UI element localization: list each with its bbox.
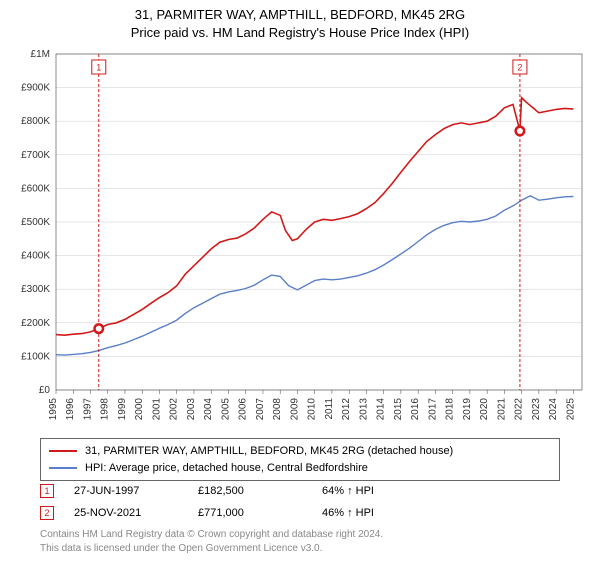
svg-text:2019: 2019 [462,398,473,421]
transaction-price: £182,500 [198,485,290,497]
svg-text:£200K: £200K [21,318,50,329]
svg-text:£900K: £900K [21,83,50,94]
legend-swatch [49,467,77,469]
table-row: 2 25-NOV-2021 £771,000 46% ↑ HPI [40,502,446,524]
legend-item: HPI: Average price, detached house, Cent… [49,460,551,477]
svg-text:2002: 2002 [169,398,180,421]
transaction-date: 27-JUN-1997 [74,485,166,497]
transaction-date: 25-NOV-2021 [74,507,166,519]
svg-text:1999: 1999 [117,398,128,421]
svg-text:£800K: £800K [21,116,50,127]
svg-text:2003: 2003 [186,398,197,421]
svg-text:£400K: £400K [21,251,50,262]
svg-text:£700K: £700K [21,150,50,161]
svg-text:2023: 2023 [531,398,542,421]
svg-text:£1M: £1M [31,50,50,60]
svg-text:£100K: £100K [21,351,50,362]
svg-text:2018: 2018 [445,398,456,421]
attribution-line: Contains HM Land Registry data © Crown c… [40,528,383,542]
title-line1: 31, PARMITER WAY, AMPTHILL, BEDFORD, MK4… [0,6,600,24]
chart-area: £0 £100K £200K £300K £400K £500K £600K £700K £80… [10,50,590,430]
transaction-marker: 2 [40,506,54,520]
svg-text:2010: 2010 [307,398,318,421]
legend-label: HPI: Average price, detached house, Cent… [85,460,368,477]
svg-text:2025: 2025 [565,398,576,421]
svg-text:1995: 1995 [48,398,59,421]
svg-text:2000: 2000 [134,398,145,421]
svg-text:2016: 2016 [410,398,421,421]
svg-text:2021: 2021 [496,398,507,421]
attribution: Contains HM Land Registry data © Crown c… [40,528,383,555]
svg-text:2017: 2017 [427,398,438,421]
svg-text:2012: 2012 [341,398,352,421]
chart-container: 31, PARMITER WAY, AMPTHILL, BEDFORD, MK4… [0,6,600,566]
svg-text:1997: 1997 [82,398,93,421]
svg-text:£300K: £300K [21,284,50,295]
svg-text:2001: 2001 [151,398,162,421]
title-line2: Price paid vs. HM Land Registry's House … [0,24,600,42]
svg-text:1996: 1996 [65,398,76,421]
svg-text:£500K: £500K [21,217,50,228]
svg-text:2004: 2004 [203,398,214,421]
transaction-price: £771,000 [198,507,290,519]
chart-svg: £0 £100K £200K £300K £400K £500K £600K £700K £80… [10,50,590,430]
svg-text:2011: 2011 [324,398,335,420]
transaction-pct: 64% ↑ HPI [322,485,414,497]
svg-text:£600K: £600K [21,183,50,194]
svg-text:2005: 2005 [220,398,231,421]
svg-text:2015: 2015 [393,398,404,421]
svg-text:2: 2 [517,63,522,73]
svg-text:1: 1 [96,63,101,73]
svg-text:2014: 2014 [376,398,387,421]
transaction-pct: 46% ↑ HPI [322,507,414,519]
svg-text:1998: 1998 [100,398,111,421]
legend: 31, PARMITER WAY, AMPTHILL, BEDFORD, MK4… [40,438,560,481]
svg-text:2022: 2022 [514,398,525,421]
legend-item: 31, PARMITER WAY, AMPTHILL, BEDFORD, MK4… [49,443,551,460]
chart-title: 31, PARMITER WAY, AMPTHILL, BEDFORD, MK4… [0,6,600,41]
transactions-table: 1 27-JUN-1997 £182,500 64% ↑ HPI 2 25-NO… [40,480,446,524]
svg-text:£0: £0 [39,385,51,396]
svg-text:2024: 2024 [548,398,559,421]
svg-text:2007: 2007 [255,398,266,421]
attribution-line: This data is licensed under the Open Gov… [40,542,383,556]
svg-text:2008: 2008 [272,398,283,421]
legend-swatch [49,450,77,452]
svg-text:2009: 2009 [289,398,300,421]
table-row: 1 27-JUN-1997 £182,500 64% ↑ HPI [40,480,446,502]
svg-text:2020: 2020 [479,398,490,421]
svg-text:2013: 2013 [358,398,369,421]
svg-text:2006: 2006 [238,398,249,421]
legend-label: 31, PARMITER WAY, AMPTHILL, BEDFORD, MK4… [85,443,453,460]
transaction-marker: 1 [40,484,54,498]
